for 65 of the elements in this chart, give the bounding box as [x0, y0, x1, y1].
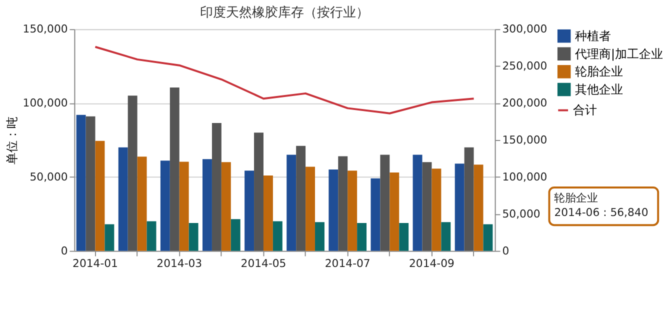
bar [170, 88, 180, 251]
bar [160, 160, 170, 251]
bar [221, 162, 231, 251]
bar [328, 170, 338, 251]
y2-tick-label: 200,000 [502, 96, 548, 110]
y2-tick-label: 150,000 [502, 133, 548, 146]
legend-label: 其他企业 [574, 82, 623, 96]
bar [464, 147, 474, 251]
x-tick-label: 2014-05 [240, 257, 286, 270]
y2-tick-label: 100,000 [502, 170, 548, 184]
bar [348, 170, 358, 251]
bar [483, 224, 493, 251]
y2-tick-label: 300,000 [502, 22, 548, 36]
line-series [94, 46, 475, 114]
bar [454, 164, 464, 251]
bar [390, 172, 400, 251]
text: 轮胎企业 2014-06 : 56,840 [554, 191, 648, 220]
bar [422, 162, 432, 251]
bar [306, 166, 316, 251]
bar [338, 156, 348, 251]
bar [412, 154, 422, 251]
bar [315, 222, 324, 251]
bar [188, 223, 198, 251]
bar [212, 122, 222, 251]
bar [118, 147, 128, 251]
bar [432, 168, 442, 251]
y2-tick-label: 0 [502, 244, 510, 258]
y-tick-label: 100,000 [22, 96, 68, 110]
bar [370, 178, 380, 251]
bar [286, 154, 296, 251]
bar [76, 114, 86, 251]
bar [104, 224, 114, 251]
bar [95, 140, 105, 251]
bar [202, 159, 212, 251]
y2-tick-label: 50,000 [502, 207, 540, 220]
bar [399, 223, 409, 251]
bar [380, 154, 390, 251]
y2-tick-label: 250,000 [502, 60, 548, 73]
y-tick-label: 0 [60, 244, 68, 258]
bar [86, 116, 96, 251]
bar [254, 132, 264, 251]
bar [137, 156, 147, 251]
legend-label: 种植者 [574, 29, 611, 44]
bar [296, 146, 306, 251]
y-tick-label: 150,000 [22, 22, 68, 36]
legend-label: 代理商|加工企业 [574, 46, 663, 61]
bar [230, 219, 240, 251]
bar [179, 162, 189, 251]
legend-label: 合计 [572, 103, 597, 118]
y-axis-title: 单位：吨 [4, 116, 19, 164]
x-tick-label: 2014-09 [409, 257, 455, 270]
legend-label: 轮胎企业 [574, 64, 623, 79]
y-tick-label: 50,000 [30, 170, 68, 184]
bar [357, 223, 367, 251]
x-tick-label: 2014-07 [324, 257, 370, 270]
x-tick-label: 2014-01 [72, 257, 118, 270]
chart-title: 印度天然橡胶库存（按行业） [200, 4, 370, 20]
bar [128, 96, 138, 251]
bar [244, 170, 254, 251]
bar [474, 164, 484, 251]
bar [146, 221, 156, 251]
bar [272, 221, 282, 251]
x-tick-label: 2014-03 [156, 257, 202, 270]
bar [441, 222, 451, 251]
bar [263, 175, 273, 251]
